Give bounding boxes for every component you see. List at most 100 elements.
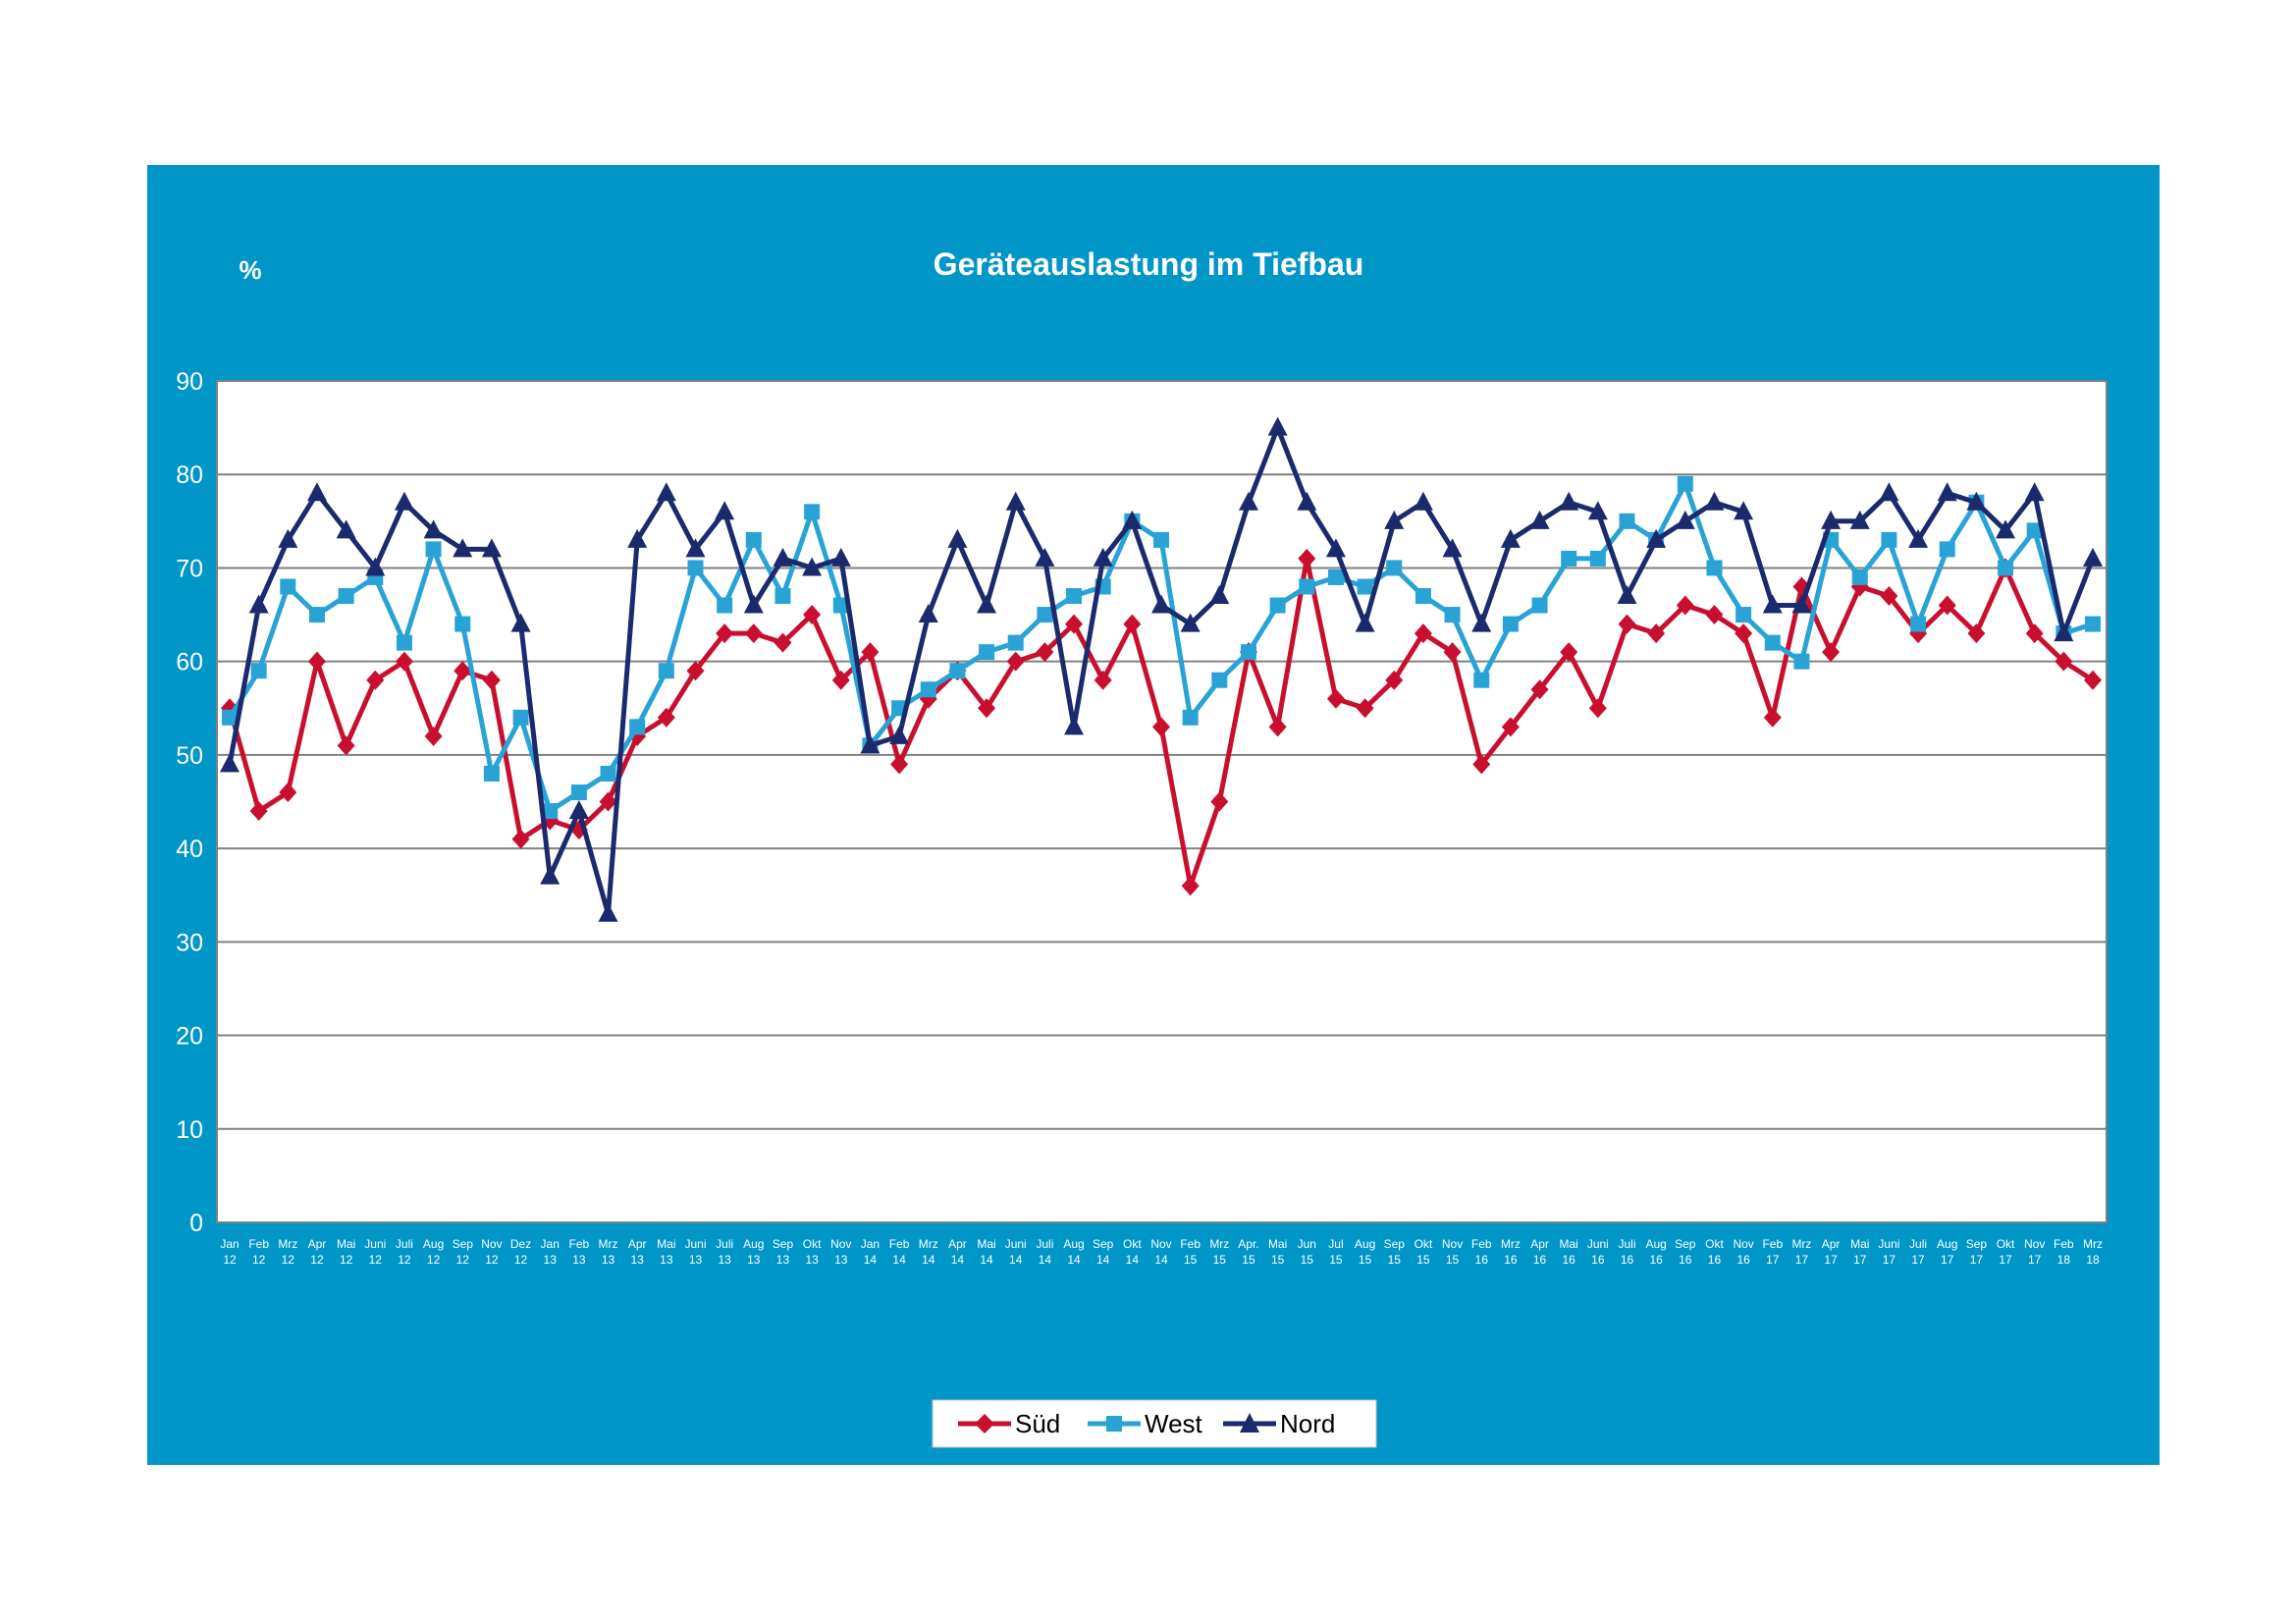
data-point-nord (1529, 510, 1550, 529)
data-point-sued (1560, 642, 1578, 663)
data-point-nord (423, 519, 444, 539)
data-point-nord (510, 613, 531, 632)
x-tick-year: 13 (660, 1253, 673, 1267)
x-tick-year: 17 (1883, 1253, 1896, 1267)
x-tick-label: Sep (1384, 1237, 1406, 1251)
data-point-west (629, 719, 646, 735)
data-point-west (1851, 568, 1868, 585)
x-tick-year: 12 (282, 1253, 295, 1267)
data-point-sued (1472, 754, 1491, 775)
data-point-west (1240, 644, 1256, 661)
data-point-sued (395, 651, 413, 672)
y-tick-label: 50 (176, 742, 203, 770)
data-point-west (658, 663, 674, 679)
x-tick-year: 12 (310, 1253, 324, 1267)
x-tick-year: 13 (602, 1253, 615, 1267)
x-tick-year: 13 (572, 1253, 586, 1267)
x-tick-year: 15 (1301, 1253, 1314, 1267)
x-tick-label: Nov (481, 1237, 502, 1251)
data-point-nord (336, 519, 356, 539)
x-tick-year: 16 (1533, 1253, 1547, 1267)
data-point-west (1793, 653, 1810, 670)
data-point-nord (860, 734, 881, 754)
x-axis-ticks: Jan 12 Feb 12 Mrz 12 Apr 12 Mai 12 Juni 12 Juli 12 Aug… (220, 1237, 2103, 1267)
plot-area (216, 380, 2108, 1223)
data-point-sued (1909, 623, 1928, 644)
data-point-nord (1704, 491, 1725, 511)
data-point-sued (861, 642, 880, 663)
x-tick-label: Mrz (1791, 1237, 1811, 1251)
data-point-west (1386, 560, 1403, 576)
y-tick-label: 40 (176, 836, 203, 863)
x-tick-label: Feb (889, 1237, 910, 1251)
data-point-nord (1762, 594, 1783, 614)
data-point-nord (1734, 501, 1754, 520)
x-tick-label: Aug (1063, 1237, 1084, 1251)
x-tick-label: Okt (803, 1237, 822, 1251)
data-point-sued (1006, 651, 1025, 672)
data-point-nord (453, 538, 473, 558)
x-tick-label: Sep (773, 1237, 794, 1251)
data-point-west (949, 663, 966, 679)
data-point-sued (1268, 717, 1287, 737)
x-tick-year: 18 (2086, 1253, 2100, 1267)
data-point-west (1327, 568, 1344, 585)
x-tick-year: 12 (369, 1253, 383, 1267)
x-tick-label: Apr (1822, 1237, 1841, 1251)
data-point-sued (2055, 651, 2073, 672)
x-tick-year: 13 (805, 1253, 819, 1267)
data-point-west (1910, 616, 1927, 632)
data-point-nord (278, 528, 298, 548)
data-point-west (308, 607, 325, 623)
data-point-west (570, 784, 587, 800)
data-point-sued (1326, 688, 1345, 709)
y-axis-ticks: 0 10 20 30 40 50 60 70 80 90 (176, 368, 203, 1237)
data-point-west (920, 681, 936, 698)
x-tick-year: 17 (1795, 1253, 1809, 1267)
x-tick-label: Nov (1442, 1237, 1463, 1251)
chart-title: Geräteauslastung im Tiefbau (934, 246, 1364, 282)
x-tick-label: Sep (1093, 1237, 1114, 1251)
x-tick-year: 17 (1911, 1253, 1925, 1267)
data-point-west (1881, 531, 1897, 548)
data-point-sued (1735, 623, 1753, 644)
data-point-sued (454, 661, 472, 681)
x-tick-label: Nov (2024, 1237, 2045, 1251)
x-tick-label: Okt (1415, 1237, 1433, 1251)
x-tick-label: Feb (1762, 1237, 1783, 1251)
data-point-west (1619, 513, 1635, 529)
data-point-west (1764, 634, 1781, 651)
x-tick-year: 15 (1271, 1253, 1285, 1267)
y-tick-label: 10 (176, 1116, 203, 1144)
data-point-west (483, 765, 500, 782)
x-tick-label: Okt (1997, 1237, 2015, 1251)
x-tick-year: 16 (1708, 1253, 1722, 1267)
data-point-nord (1937, 482, 1957, 502)
x-tick-label: Mai (657, 1237, 675, 1251)
x-tick-year: 17 (1853, 1253, 1867, 1267)
data-point-nord (1209, 585, 1230, 605)
data-point-sued (978, 698, 996, 719)
data-point-sued (1123, 614, 1142, 634)
data-point-sued (1036, 642, 1054, 663)
data-point-west (2026, 522, 2043, 539)
data-point-west (222, 709, 238, 726)
x-tick-label: Juni (364, 1237, 386, 1251)
y-axis-unit: % (239, 255, 261, 285)
data-point-nord (1151, 594, 1171, 614)
x-tick-year: 13 (631, 1253, 645, 1267)
data-point-west (687, 560, 704, 576)
x-tick-year: 15 (1184, 1253, 1198, 1267)
x-tick-label: Juli (1036, 1237, 1053, 1251)
data-point-west (804, 504, 821, 520)
x-tick-year: 12 (456, 1253, 470, 1267)
data-point-west (1473, 672, 1490, 688)
x-tick-year: 16 (1679, 1253, 1692, 1267)
x-tick-label: Juni (1878, 1237, 1899, 1251)
x-tick-label: Juli (396, 1237, 413, 1251)
data-point-sued (1443, 642, 1462, 663)
data-point-west (1357, 578, 1373, 595)
x-tick-label: Mai (1268, 1237, 1287, 1251)
x-tick-year: 16 (1563, 1253, 1576, 1267)
x-tick-year: 15 (1329, 1253, 1343, 1267)
